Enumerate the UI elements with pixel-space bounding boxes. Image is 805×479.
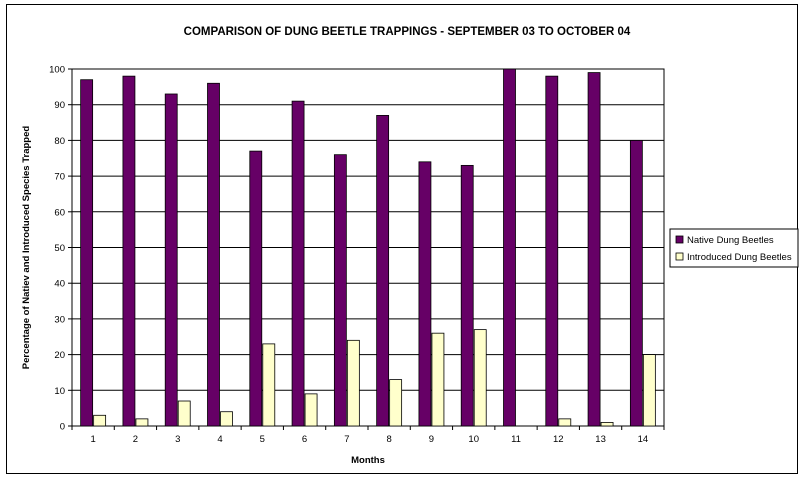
bar-introduced (177, 400, 191, 427)
x-tick-label: 2 (133, 434, 138, 445)
x-tick-label: 8 (386, 434, 391, 445)
x-tick-label: 6 (302, 434, 307, 445)
x-tick-label: 10 (468, 434, 479, 445)
bar-introduced (431, 332, 445, 427)
x-tick-label: 12 (553, 434, 564, 445)
bar-introduced (558, 418, 572, 427)
x-tick-label: 5 (260, 434, 265, 445)
bar-native (376, 115, 390, 427)
bar-native (207, 82, 220, 427)
bar-native (629, 139, 643, 427)
x-tick-label: 7 (344, 434, 349, 445)
bar-native (80, 79, 94, 427)
y-tick-label: 10 (54, 386, 65, 397)
bar-native (122, 75, 136, 427)
chart-frame: COMPARISON OF DUNG BEETLE TRAPPINGS - SE… (6, 4, 799, 474)
bar-introduced (346, 339, 360, 427)
legend-box (669, 228, 799, 268)
x-tick-label: 1 (90, 434, 95, 445)
y-tick-label: 90 (54, 100, 65, 111)
x-tick-label: 13 (595, 434, 606, 445)
bar-introduced (642, 354, 656, 427)
legend-label-native: Native Dung Beetles (687, 235, 774, 246)
y-tick-label: 30 (54, 314, 65, 325)
legend-label-introduced: Introduced Dung Beetles (687, 252, 792, 263)
y-tick-label: 60 (54, 207, 65, 218)
y-axis-ticks: 0 10 20 30 40 50 60 70 80 90 100 (49, 65, 72, 433)
y-axis-label: Percentage of Natiev and Introduced Spec… (21, 126, 32, 370)
legend-swatch-introduced (675, 252, 684, 261)
bar-introduced (304, 393, 318, 427)
bar-introduced (389, 379, 403, 427)
x-tick-label: 3 (175, 434, 180, 445)
legend: Native Dung Beetles Introduced Dung Beet… (669, 228, 799, 268)
x-tick-label: 14 (638, 434, 649, 445)
bar-native (460, 164, 474, 427)
bar-native (164, 93, 178, 427)
x-axis-ticks: 1 2 3 4 5 6 7 8 9 10 11 12 13 14 (71, 426, 665, 445)
bar-introduced (93, 414, 107, 427)
bar-introduced (262, 343, 276, 427)
bar-native (418, 161, 432, 427)
bar-native (503, 68, 516, 427)
legend-swatch-native (675, 235, 684, 244)
y-tick-label: 80 (54, 136, 65, 147)
y-tick-label: 100 (49, 65, 65, 76)
x-tick-label: 9 (429, 434, 434, 445)
bar-native (333, 154, 347, 427)
bar-native (291, 100, 305, 427)
bars (80, 68, 656, 427)
bar-introduced (220, 411, 233, 427)
bar-introduced (135, 418, 149, 427)
x-tick-label: 11 (511, 434, 521, 445)
y-tick-label: 70 (54, 172, 65, 183)
y-tick-label: 0 (60, 422, 65, 433)
x-axis-label: Months (351, 455, 385, 466)
x-tick-label: 4 (217, 434, 222, 445)
bar-native (249, 150, 263, 427)
bar-introduced (473, 329, 487, 427)
bar-introduced (600, 422, 614, 427)
chart-title: COMPARISON OF DUNG BEETLE TRAPPINGS - SE… (184, 26, 631, 38)
gridlines (72, 104, 664, 391)
bar-native (545, 75, 559, 427)
bar-native (587, 72, 601, 427)
y-tick-label: 50 (54, 243, 65, 254)
y-tick-label: 20 (54, 350, 65, 361)
y-tick-label: 40 (54, 279, 65, 290)
chart-svg: COMPARISON OF DUNG BEETLE TRAPPINGS - SE… (21, 26, 799, 466)
